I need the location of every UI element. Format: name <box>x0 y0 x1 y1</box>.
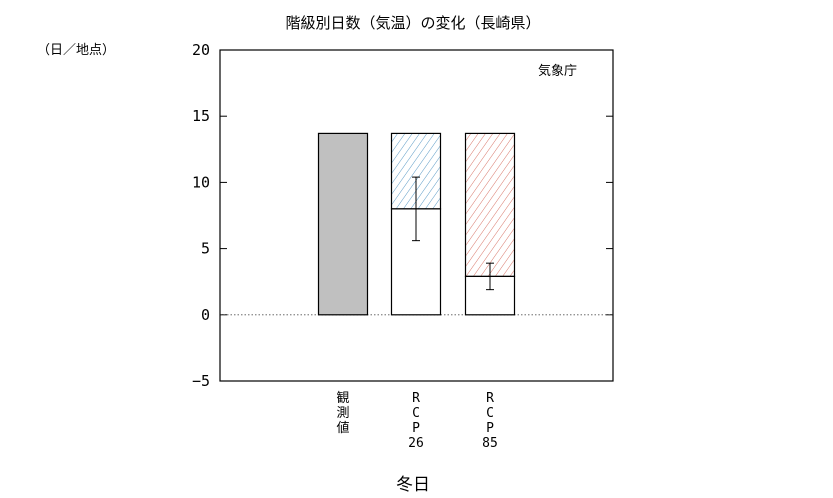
y-tick-label: 0 <box>201 306 210 324</box>
y-tick-label: −5 <box>192 372 210 390</box>
chart-title: 階級別日数（気温）の変化（長崎県） <box>285 14 540 32</box>
bars <box>317 132 516 316</box>
category-label: 観 <box>336 391 349 406</box>
bar-hatched-change <box>464 132 516 278</box>
category-label: R <box>412 391 420 406</box>
category-label: 値 <box>336 420 349 436</box>
agency-label: 気象庁 <box>538 63 577 79</box>
y-unit-label: （日／地点） <box>37 43 115 58</box>
y-tick-label: 20 <box>192 41 210 59</box>
x-axis-label: 冬日 <box>396 475 430 495</box>
bar-observed <box>317 132 369 316</box>
category-label: 測 <box>336 406 349 421</box>
category-label: P <box>412 421 420 436</box>
category-label: C <box>486 406 494 421</box>
y-tick-label: 10 <box>192 173 210 191</box>
category-label: R <box>486 391 494 406</box>
category-label: C <box>412 406 420 421</box>
y-tick-label: 15 <box>192 107 210 125</box>
plot-frame <box>219 49 614 382</box>
category-label: 26 <box>408 436 424 451</box>
category-label: P <box>486 421 494 436</box>
category-label: 85 <box>482 436 498 451</box>
y-tick-label: 5 <box>201 240 210 258</box>
